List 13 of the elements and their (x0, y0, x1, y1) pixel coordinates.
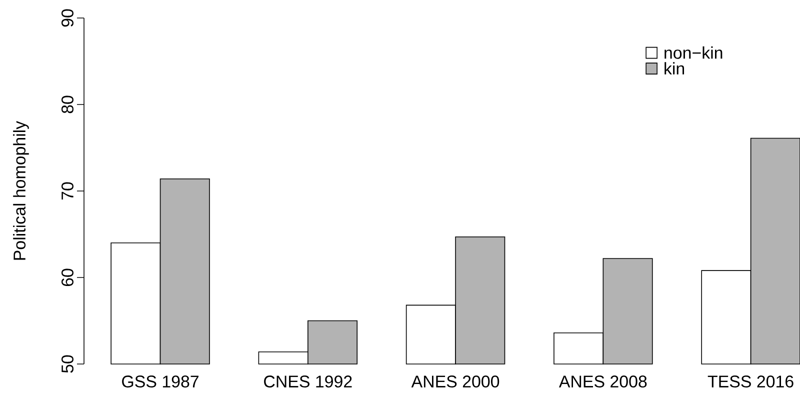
legend-label: non−kin (664, 46, 722, 59)
x-tick-label: GSS 1987 (122, 376, 198, 388)
y-tick-label: 50 (61, 355, 74, 373)
x-tick-label: TESS 2016 (708, 376, 794, 388)
legend-label: kin (664, 62, 684, 74)
x-tick-label: ANES 2008 (558, 376, 647, 388)
y-tick-label: 70 (61, 182, 74, 200)
y-tick-label: 60 (61, 268, 74, 286)
x-tick-label: ANES 2000 (411, 376, 500, 388)
y-axis-title: Political homophily (13, 120, 29, 260)
y-tick-label: 80 (61, 96, 74, 114)
x-tick-label: CNES 1992 (264, 376, 352, 388)
y-tick-label: 90 (61, 9, 74, 27)
